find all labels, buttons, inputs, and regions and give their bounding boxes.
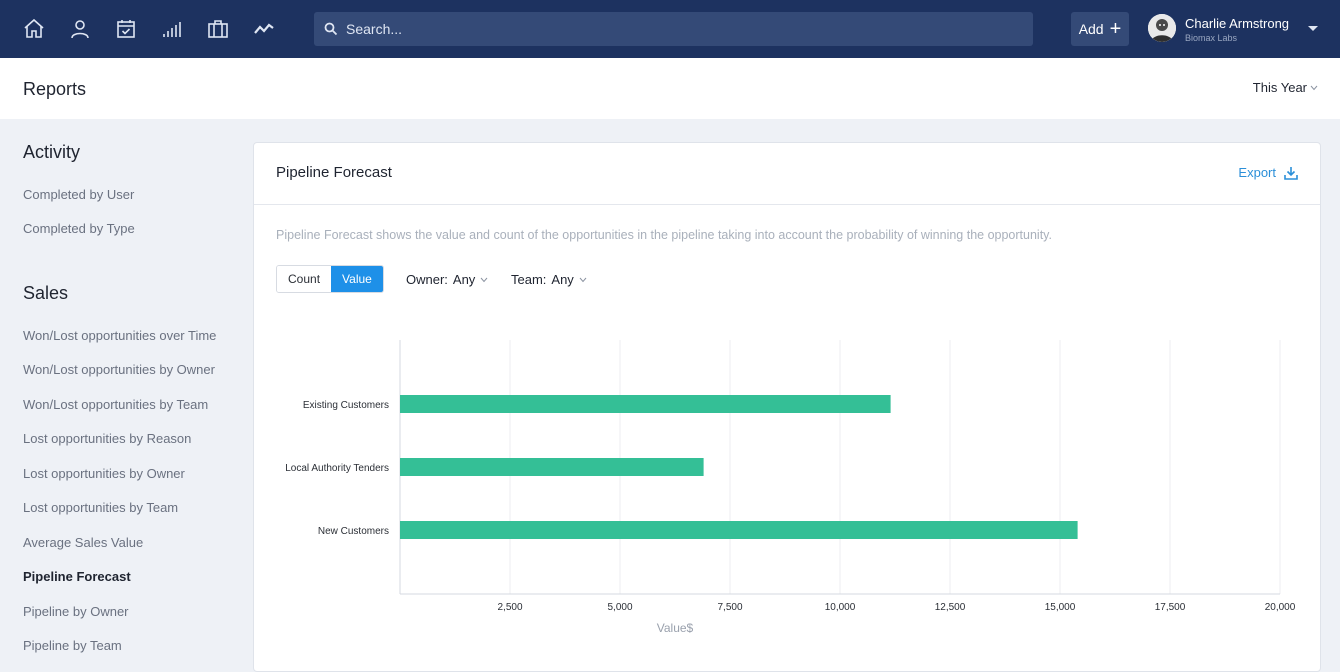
category-label: Existing Customers (303, 400, 389, 411)
report-description: Pipeline Forecast shows the value and co… (276, 228, 1052, 242)
reports-sidebar: Activity Completed by User Completed by … (0, 119, 253, 661)
user-name[interactable]: Charlie Armstrong (1185, 16, 1290, 31)
owner-filter-label: Owner: (406, 272, 448, 287)
chevron-down-icon (1310, 85, 1318, 90)
x-tick-label: 20,000 (1265, 602, 1296, 613)
pipeline-forecast-chart: 2,500 5,000 7,500 10,000 12,500 15,000 17,500 2… (285, 340, 1296, 635)
count-toggle-button[interactable]: Count (277, 266, 332, 292)
home-icon[interactable] (22, 17, 46, 41)
date-range-label: This Year (1252, 80, 1307, 95)
briefcase-icon[interactable] (206, 17, 230, 41)
sidebar-item-won-lost-over-time[interactable]: Won/Lost opportunities over Time (23, 328, 217, 343)
owner-filter-value: Any (452, 272, 476, 287)
page-title: Reports (23, 79, 87, 99)
report-card: Pipeline Forecast Export Pipeline Foreca… (253, 142, 1321, 672)
report-title: Pipeline Forecast (276, 164, 392, 181)
sidebar-item-lost-by-team[interactable]: Lost opportunities by Team (23, 500, 179, 515)
chevron-down-icon (480, 277, 488, 282)
user-company: Biomax Labs (1185, 33, 1238, 43)
x-tick-label: 15,000 (1045, 602, 1076, 613)
x-tick-label: 7,500 (717, 602, 742, 613)
category-label: Local Authority Tenders (285, 463, 389, 474)
team-filter[interactable]: Team: Any (511, 272, 587, 287)
chevron-down-icon (579, 277, 587, 282)
x-tick-label: 10,000 (825, 602, 856, 613)
sidebar-item-pipeline-by-owner[interactable]: Pipeline by Owner (23, 604, 129, 619)
sidebar-item-lost-by-owner[interactable]: Lost opportunities by Owner (23, 466, 185, 481)
search-icon (324, 22, 338, 36)
date-range-select[interactable]: This Year (1253, 80, 1318, 95)
sidebar-item-won-lost-by-owner[interactable]: Won/Lost opportunities by Owner (23, 362, 215, 377)
search-input[interactable] (346, 12, 1016, 46)
add-button[interactable]: Add + (1071, 12, 1129, 46)
x-tick-label: 2,500 (497, 602, 522, 613)
top-nav-bar: Add + Charlie Armstrong Biomax Labs (0, 0, 1340, 58)
download-icon (1284, 166, 1298, 180)
sidebar-item-lost-by-reason[interactable]: Lost opportunities by Reason (23, 431, 192, 446)
x-axis-title: Value$ (657, 621, 694, 635)
section-title-sales: Sales (23, 283, 69, 303)
search-bar[interactable] (314, 12, 1033, 46)
user-icon[interactable] (68, 17, 92, 41)
metric-toggle: Count Value (276, 265, 384, 293)
avatar[interactable] (1148, 14, 1176, 42)
x-tick-label: 12,500 (935, 602, 966, 613)
x-tick-label: 5,000 (607, 602, 632, 613)
signal-bars-icon[interactable] (160, 17, 184, 41)
activity-icon[interactable] (252, 17, 276, 41)
bar (400, 521, 1078, 539)
calendar-icon[interactable] (114, 17, 138, 41)
sidebar-item-completed-by-user[interactable]: Completed by User (23, 187, 135, 202)
team-filter-label: Team: (511, 272, 547, 287)
sidebar-item-average-sales-value[interactable]: Average Sales Value (23, 535, 144, 550)
export-label: Export (1238, 165, 1276, 180)
team-filter-value: Any (551, 272, 574, 287)
chevron-down-icon[interactable] (1307, 25, 1319, 33)
value-toggle-button[interactable]: Value (331, 266, 383, 292)
bar (400, 395, 891, 413)
sidebar-item-pipeline-by-team[interactable]: Pipeline by Team (23, 638, 122, 653)
add-button-label: Add (1078, 21, 1104, 37)
section-title-activity: Activity (23, 142, 81, 162)
bar (400, 458, 704, 476)
owner-filter[interactable]: Owner: Any (406, 272, 488, 287)
category-label: New Customers (318, 526, 389, 537)
sidebar-item-won-lost-by-team[interactable]: Won/Lost opportunities by Team (23, 397, 209, 412)
plus-icon: + (1109, 18, 1122, 40)
export-button[interactable]: Export (1238, 165, 1298, 180)
page-header: Reports This Year (0, 58, 1340, 119)
divider (254, 204, 1320, 205)
x-tick-label: 17,500 (1155, 602, 1186, 613)
sidebar-item-completed-by-type[interactable]: Completed by Type (23, 221, 135, 236)
sidebar-item-pipeline-forecast[interactable]: Pipeline Forecast (23, 569, 131, 584)
